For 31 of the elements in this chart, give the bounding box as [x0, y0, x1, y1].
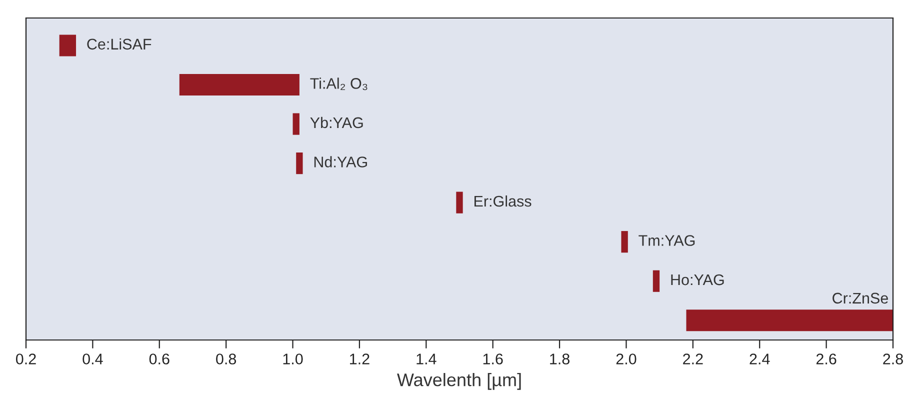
bar — [456, 192, 463, 214]
x-tick-label: 1.2 — [350, 354, 370, 364]
x-tick-label: 2.2 — [683, 354, 703, 364]
x-tick-label: 2.6 — [816, 354, 836, 364]
y-tick-label: Yb:YAG — [310, 116, 363, 128]
x-tick-label: 0.2 — [16, 354, 36, 364]
y-tick-label: Ho:YAG — [671, 274, 724, 286]
y-tick-label: Ti:Al₂ O₃ — [310, 78, 368, 90]
y-tick-label: Ce:LiSAF — [87, 38, 152, 50]
x-tick-label: 2.4 — [750, 354, 770, 364]
x-tick-label: 0.8 — [216, 354, 236, 364]
x-tick-label: 2.8 — [883, 354, 903, 364]
x-tick-label: 1.8 — [550, 354, 570, 364]
bar — [179, 74, 300, 96]
x-tick-label: 1.4 — [416, 354, 436, 364]
bar — [621, 231, 628, 253]
bar — [652, 270, 660, 292]
y-tick-label: Nd:YAG — [314, 156, 367, 168]
bar — [59, 34, 76, 56]
x-tick-label: 1.6 — [483, 354, 503, 364]
bar — [686, 310, 893, 332]
y-tick-label: Er:Glass — [474, 195, 532, 207]
bar — [296, 152, 303, 174]
y-tick-label: Tm:YAG — [638, 235, 695, 246]
x-tick-label: 0.6 — [149, 354, 170, 364]
x-axis-title: Wavelenth [µm] — [397, 372, 521, 390]
x-tick-label: 2.0 — [616, 354, 636, 364]
x-tick-label: 0.4 — [82, 354, 103, 364]
x-tick-label: 1.0 — [283, 354, 303, 364]
y-tick-label: Cr:ZnSe — [832, 292, 888, 304]
bar — [292, 113, 300, 135]
